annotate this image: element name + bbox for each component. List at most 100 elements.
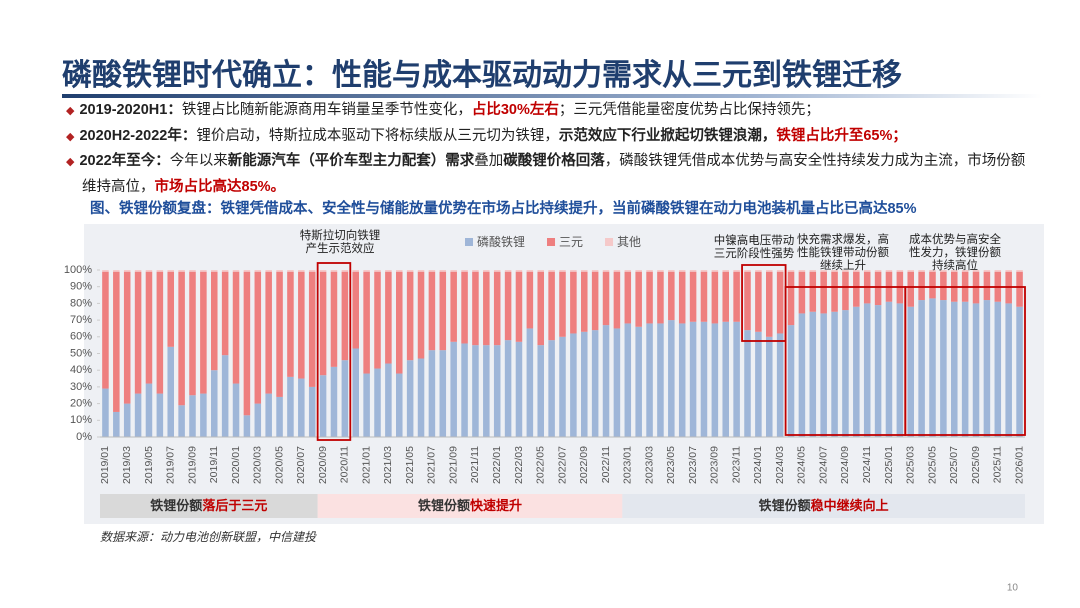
- bar-segment: [940, 271, 947, 301]
- bullet-text: ；三元凭借能量密度优势占比保持领先；: [558, 102, 820, 118]
- x-tick-label: 2025/01: [883, 446, 895, 484]
- bar-segment: [221, 271, 229, 356]
- bar-segment: [265, 270, 272, 272]
- bar-segment: [102, 270, 109, 272]
- bar-segment: [515, 270, 523, 272]
- bar-segment: [504, 340, 512, 437]
- bar-segment: [189, 271, 196, 396]
- period-band: [317, 494, 623, 518]
- bar-segment: [254, 271, 262, 404]
- bullet-text: 市场占比高达85%。: [154, 178, 286, 195]
- bullet-text: 锂价启动，特斯拉成本驱动下将标续版从三元切为铁锂，: [196, 127, 559, 144]
- y-tick-label: 40%: [70, 364, 92, 376]
- bar-segment: [232, 383, 240, 437]
- bar-segment: [896, 270, 904, 272]
- slide-title: 磷酸铁锂时代确立：性能与成本驱动动力需求从三元到铁锂迁移: [62, 59, 902, 92]
- x-tick-label: 2021/03: [382, 446, 394, 484]
- bar-segment: [298, 378, 305, 437]
- bar-segment: [265, 271, 272, 394]
- source-note: 数据来源：动力电池创新联盟，中信建投: [100, 530, 317, 544]
- bar-segment: [504, 270, 512, 272]
- bar-segment: [961, 301, 969, 437]
- bar-segment: [396, 270, 403, 272]
- bar-segment: [287, 271, 294, 377]
- bar-segment: [918, 270, 925, 272]
- bar-segment: [885, 301, 893, 437]
- bar-segment: [1016, 270, 1023, 272]
- bullet-text: 2019-2020H1：: [79, 102, 182, 118]
- bar-segment: [842, 310, 849, 437]
- bar-segment: [755, 271, 762, 332]
- bar-segment: [243, 271, 251, 416]
- bar-segment: [874, 270, 882, 272]
- annotation: 性发力，铁锂份额: [909, 245, 1001, 259]
- bar-segment: [983, 300, 991, 437]
- bar-segment: [613, 328, 621, 437]
- bar-segment: [972, 303, 980, 437]
- bullet-text: 新能源汽车（平价车型主力配套）需求: [227, 153, 475, 169]
- bar-segment: [211, 271, 218, 371]
- bar-segment: [863, 270, 871, 272]
- bar-segment: [363, 373, 370, 437]
- bar-segment: [276, 271, 283, 397]
- bar-segment: [243, 270, 251, 272]
- bar-segment: [733, 321, 740, 437]
- bar-segment: [624, 270, 632, 272]
- y-tick-label: 90%: [70, 281, 92, 293]
- bar-segment: [156, 271, 164, 394]
- x-tick-label: 2020/11: [339, 446, 351, 483]
- bar-segment: [548, 271, 555, 341]
- bar-segment: [776, 333, 784, 437]
- bar-segment: [145, 271, 153, 384]
- bar-segment: [493, 270, 501, 272]
- bar-segment: [319, 375, 327, 437]
- bar-segment: [940, 300, 947, 437]
- bar-segment: [940, 270, 947, 272]
- x-tick-label: 2019/07: [165, 446, 177, 484]
- bar-segment: [657, 271, 664, 324]
- bar-segment: [657, 270, 664, 272]
- bar-segment: [243, 415, 251, 437]
- bar-segment: [635, 270, 642, 272]
- bar-segment: [896, 303, 904, 437]
- bar-segment: [134, 393, 142, 437]
- bar-segment: [113, 411, 120, 437]
- bar-segment: [113, 271, 120, 412]
- highlight-box: [904, 286, 1026, 436]
- bar-segment: [493, 345, 501, 437]
- bar-segment: [831, 271, 838, 312]
- bar-segment: [363, 271, 370, 374]
- x-tick-label: 2023/01: [622, 446, 634, 484]
- bar-segment: [602, 271, 610, 326]
- x-tick-label: 2023/05: [665, 446, 677, 484]
- bar-segment: [461, 343, 468, 437]
- bar-segment: [287, 376, 294, 437]
- bar-segment: [581, 271, 588, 332]
- bullet: 2019-2020H1：铁锂占比随新能源商用车销量呈季节性变化，占比30%左右；…: [66, 98, 1026, 124]
- bar-segment: [330, 366, 338, 437]
- x-tick-label: 2019/05: [143, 446, 155, 484]
- annotation: 特斯拉切向铁锂: [300, 228, 381, 242]
- x-tick-label: 2024/09: [839, 446, 851, 484]
- bar-segment: [472, 271, 479, 346]
- bar-segment: [700, 270, 708, 272]
- bar-segment: [178, 270, 185, 272]
- bar-segment: [885, 270, 893, 272]
- bar-segment: [602, 270, 610, 272]
- bar-segment: [689, 271, 697, 322]
- x-tick-label: 2020/03: [252, 446, 264, 484]
- x-tick-label: 2020/09: [317, 446, 329, 484]
- bar-segment: [483, 270, 490, 272]
- bar-segment: [766, 271, 773, 337]
- bar-segment: [624, 271, 632, 324]
- legend-swatch: [465, 238, 473, 246]
- bar-segment: [298, 270, 305, 272]
- period-band: [622, 494, 1025, 518]
- x-tick-label: 2020/05: [273, 446, 285, 484]
- chart-heading-bg: [70, 196, 1030, 220]
- bar-segment: [711, 271, 719, 324]
- bar-segment: [123, 271, 131, 404]
- bar-segment: [221, 355, 229, 437]
- bar-segment: [341, 270, 349, 272]
- page-number: 10: [1007, 583, 1019, 594]
